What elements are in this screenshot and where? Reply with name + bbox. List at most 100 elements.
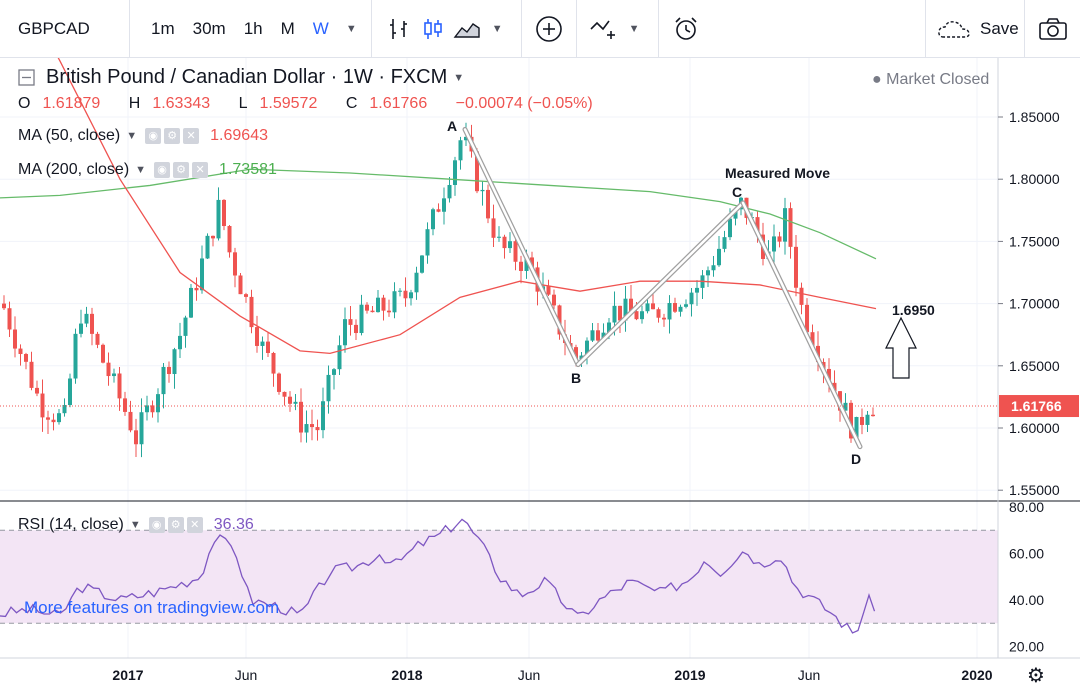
ma50-dropdown-icon[interactable]: ▼ [126, 130, 138, 142]
candle-body [442, 198, 446, 212]
symbol-dropdown-icon[interactable]: ▼ [453, 71, 465, 84]
eye-icon[interactable]: ◉ [145, 128, 162, 144]
rsi-legend[interactable]: RSI (14, close) ▼ ◉ ⚙ ✕ 36.36 [18, 516, 254, 534]
candle-body [326, 374, 331, 402]
candle-body [101, 344, 105, 363]
ohlc-legend: O 1.61879 H 1.63343 L 1.59572 C 1.61766 −0.0… [18, 95, 605, 113]
rsi-dropdown-icon[interactable]: ▼ [129, 519, 141, 531]
candle-body [139, 412, 144, 445]
candle-body [370, 310, 375, 313]
alarm-clock-icon[interactable] [669, 12, 703, 46]
collapse-icon[interactable] [18, 68, 36, 87]
time-axis-label: Jun [798, 667, 821, 683]
interval-month[interactable]: M [280, 18, 295, 38]
settings-gear-icon[interactable]: ⚙ [1027, 663, 1045, 687]
interval-30m[interactable]: 30m [192, 18, 226, 38]
save-button[interactable]: Save [925, 0, 1019, 58]
high-label: H [128, 95, 141, 112]
candle-body [321, 401, 325, 431]
pattern-leg-bc [576, 201, 745, 366]
candle-body [57, 413, 61, 423]
price-axis-label: 1.75000 [1009, 233, 1060, 249]
gear-icon[interactable]: ⚙ [173, 162, 190, 178]
interval-1m[interactable]: 1m [151, 18, 175, 38]
candle-body [420, 255, 424, 273]
close-icon[interactable]: ✕ [183, 128, 200, 144]
candle-body [227, 226, 232, 253]
ma200-dropdown-icon[interactable]: ▼ [135, 164, 147, 176]
cloud-icon [938, 21, 970, 38]
close-icon[interactable]: ✕ [186, 517, 203, 533]
price-axis-label: 1.65000 [1009, 358, 1060, 374]
time-axis-label: Jun [235, 667, 258, 683]
candle-body [475, 151, 479, 192]
compare-symbol-icon[interactable] [587, 12, 621, 46]
ma50-legend[interactable]: MA (50, close) ▼ ◉ ⚙ ✕ 1.69643 [18, 127, 268, 145]
candle-body [579, 355, 584, 360]
candle-body [348, 319, 353, 325]
close-icon[interactable]: ✕ [192, 162, 209, 178]
candle-body [777, 236, 782, 242]
candle-body [860, 416, 864, 425]
candle-body [282, 391, 287, 397]
rsi-label: RSI (14, close) [18, 516, 124, 533]
eye-icon[interactable]: ◉ [148, 517, 165, 533]
pattern-leg-cd [741, 201, 862, 448]
compare-dropdown-icon[interactable]: ▼ [628, 22, 640, 35]
candle-body [673, 303, 677, 312]
interval-week[interactable]: W [312, 18, 329, 38]
gear-icon[interactable]: ⚙ [167, 517, 184, 533]
candle-body [508, 241, 512, 249]
candle-body [805, 304, 809, 333]
time-axis-label: 2017 [112, 667, 143, 683]
candle-body [733, 209, 738, 219]
candle-body [871, 414, 875, 417]
rsi-axis-label: 80.00 [1009, 499, 1044, 515]
candle-body [552, 294, 556, 306]
candle-body [865, 414, 870, 425]
candle-body [376, 297, 380, 313]
candle-body [271, 352, 276, 374]
candle-body [178, 335, 182, 350]
candle-body [123, 398, 127, 412]
eye-icon[interactable]: ◉ [154, 162, 171, 178]
interval-dropdown-icon[interactable]: ▼ [345, 22, 357, 35]
compare-group: ▼ [577, 0, 659, 58]
last-price-tag [999, 395, 1079, 418]
candle-body [728, 218, 732, 238]
candle-body [161, 366, 166, 395]
candle-body [513, 241, 518, 262]
candle-body [249, 296, 254, 328]
candle-body [332, 369, 336, 375]
candle-body [117, 373, 122, 399]
candle-body [480, 189, 485, 192]
ma50-label: MA (50, close) [18, 127, 121, 144]
symbol-search[interactable]: GBPCAD [0, 0, 130, 58]
candle-body [447, 184, 452, 199]
tradingview-promo-link[interactable]: More features on tradingview.com [24, 598, 280, 617]
candle-body [497, 236, 501, 238]
candle-body [255, 327, 259, 346]
candle-body [200, 258, 204, 291]
candle-body [90, 313, 94, 334]
rsi-value: 36.36 [213, 516, 254, 533]
bars-style-icon[interactable] [382, 12, 416, 46]
rsi-axis-label: 40.00 [1009, 592, 1044, 608]
interval-1h[interactable]: 1h [243, 18, 263, 38]
snapshot-button[interactable] [1024, 0, 1080, 58]
area-style-icon[interactable] [450, 12, 484, 46]
add-indicator-icon[interactable] [532, 12, 566, 46]
candle-body [310, 424, 314, 428]
target-label: 1.6950 [892, 302, 935, 318]
candle-body [585, 340, 589, 356]
chart-style-dropdown-icon[interactable]: ▼ [491, 22, 503, 35]
candles-style-icon[interactable] [416, 12, 450, 46]
point-label-a: A [447, 118, 457, 134]
candle-body [684, 304, 688, 307]
gear-icon[interactable]: ⚙ [164, 128, 181, 144]
candle-body [167, 366, 171, 375]
ma200-legend[interactable]: MA (200, close) ▼ ◉ ⚙ ✕ 1.73581 [18, 161, 277, 179]
candle-body [431, 209, 435, 230]
point-label-b: B [571, 370, 581, 386]
